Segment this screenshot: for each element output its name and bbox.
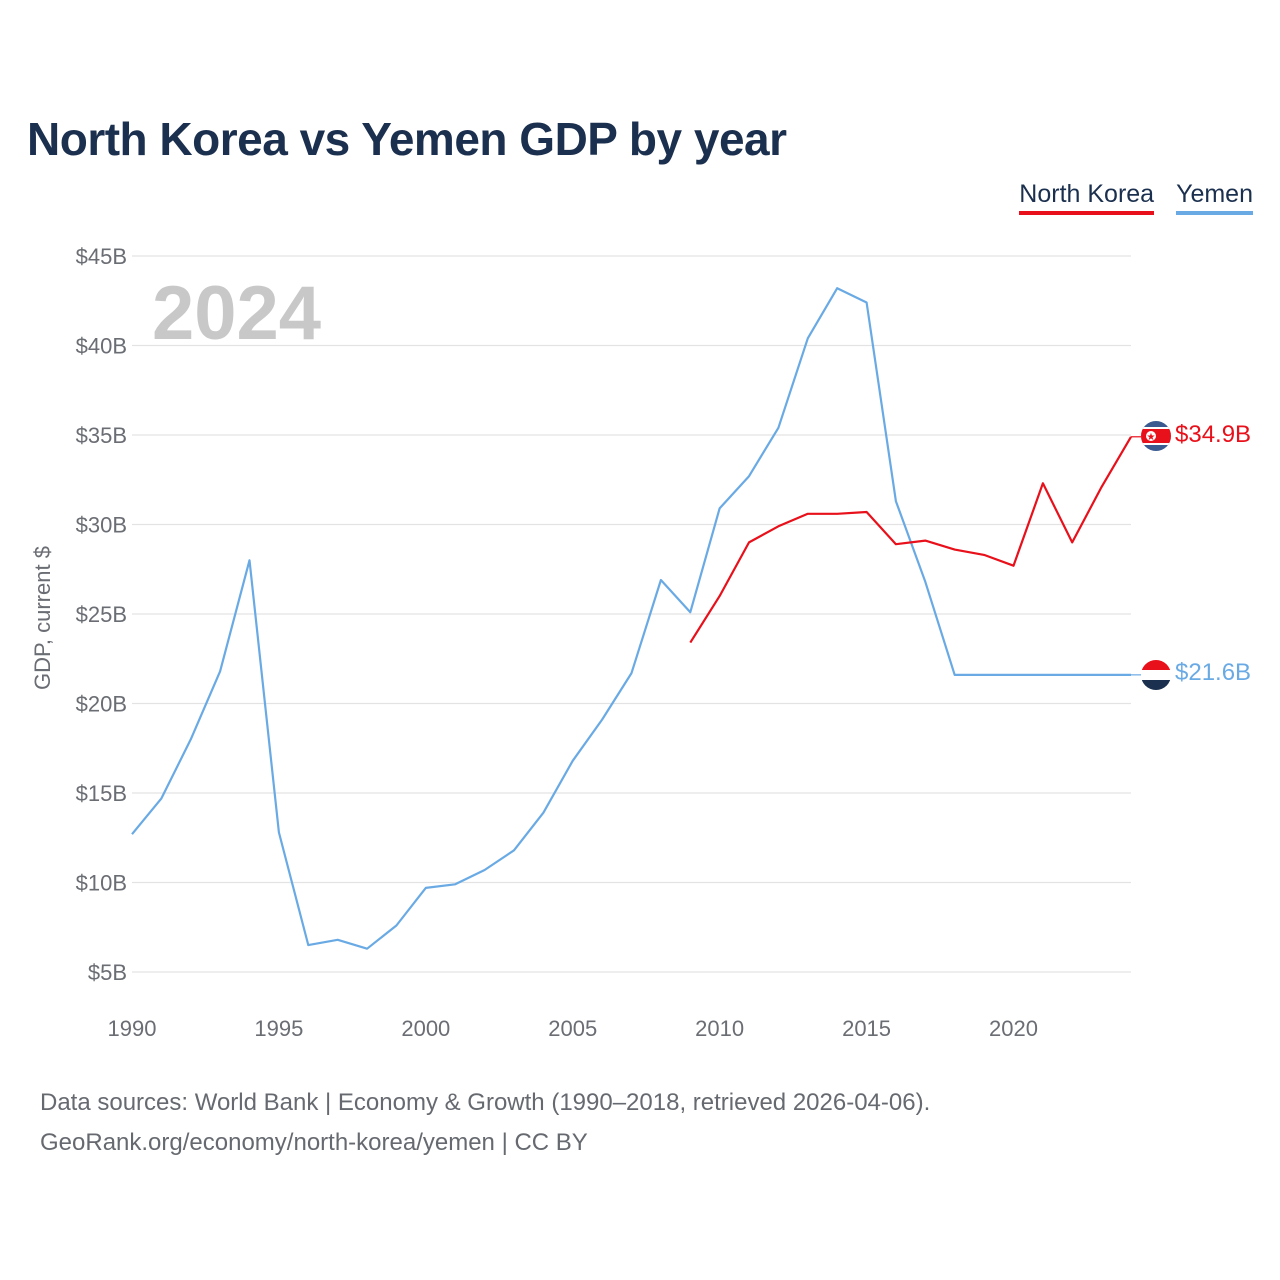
yemen-flag-icon — [1141, 660, 1171, 690]
yemen-end-label: $21.6B — [1175, 659, 1251, 686]
x-tick-label: 2020 — [989, 1016, 1038, 1041]
y-tick-label: $5B — [88, 960, 127, 985]
y-tick-label: $35B — [76, 423, 127, 448]
x-tick-label: 2005 — [548, 1016, 597, 1041]
y-tick-label: $10B — [76, 871, 127, 896]
north-korea-flag-icon: ★ — [1141, 421, 1171, 451]
y-tick-label: $30B — [76, 513, 127, 538]
north-korea-end-label: $34.9B — [1175, 421, 1251, 448]
x-tick-label: 2000 — [401, 1016, 450, 1041]
chart-title: North Korea vs Yemen GDP by year — [27, 113, 787, 165]
x-tick-label: 2015 — [842, 1016, 891, 1041]
grid-lines — [132, 255, 1131, 973]
y-axis-ticks: $5B $10B $15B $20B $25B $30B $35B $40B $45B — [76, 244, 127, 985]
x-tick-label: 1990 — [108, 1016, 157, 1041]
y-tick-label: $15B — [76, 781, 127, 806]
legend-item-north-korea[interactable]: North Korea — [1019, 180, 1155, 215]
chart-area: 2024 $5B $10B $15B $20B $25B $30B $35B $40B $45B… — [30, 244, 1251, 1041]
end-markers: ★ — [1141, 421, 1171, 690]
series-line-yemen — [131, 287, 1131, 950]
data-source-text: Data sources: World Bank | Economy & Gro… — [40, 1089, 931, 1116]
x-axis-ticks: 1990 1995 2000 2005 2010 2015 2020 — [108, 1016, 1038, 1041]
y-tick-label: $40B — [76, 334, 127, 359]
y-tick-label: $25B — [76, 602, 127, 627]
svg-text:★: ★ — [1147, 432, 1156, 443]
x-tick-label: 2010 — [695, 1016, 744, 1041]
y-tick-label: $20B — [76, 692, 127, 717]
series-line-north-korea — [689, 436, 1132, 644]
x-tick-label: 1995 — [254, 1016, 303, 1041]
footer: Data sources: World Bank | Economy & Gro… — [40, 1083, 930, 1163]
legend-item-yemen[interactable]: Yemen — [1176, 180, 1253, 215]
series-lines — [131, 287, 1141, 950]
y-axis-label: GDP, current $ — [30, 546, 55, 690]
y-tick-label: $45B — [76, 244, 127, 269]
year-watermark: 2024 — [152, 271, 321, 356]
legend: North Korea Yemen — [1019, 180, 1253, 215]
license-text: GeoRank.org/economy/north-korea/yemen | … — [40, 1129, 588, 1156]
